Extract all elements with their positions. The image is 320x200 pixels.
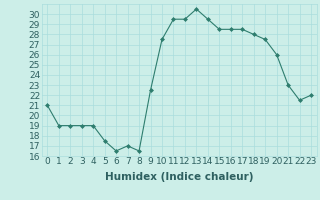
X-axis label: Humidex (Indice chaleur): Humidex (Indice chaleur) [105,172,253,182]
